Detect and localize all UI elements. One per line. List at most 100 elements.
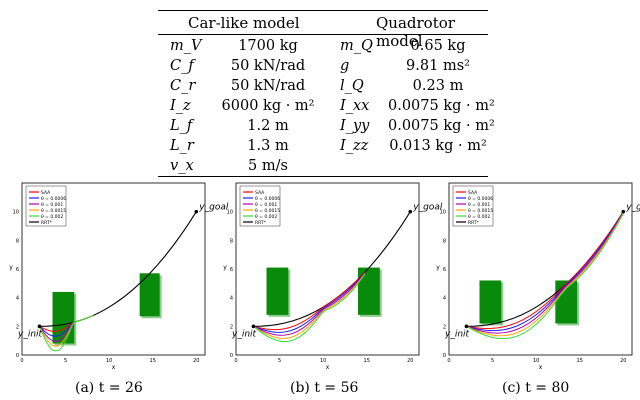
- init-label: y_init: [444, 329, 470, 339]
- table-cell: v_x: [170, 158, 194, 174]
- table-cell: C_r: [170, 78, 196, 94]
- table-top-rule: [158, 10, 488, 11]
- table-cell: L_r: [170, 138, 194, 154]
- obstacle: [266, 267, 289, 315]
- table-cell: 1.3 m: [247, 138, 289, 154]
- x-tick-label: 20: [620, 358, 626, 364]
- table-cell: 0.0075 kg · m²: [388, 98, 495, 114]
- legend-entry: θ = 0.0015: [468, 208, 493, 214]
- y-tick-label: 4: [443, 296, 446, 302]
- x-tick-label: 15: [364, 358, 370, 364]
- header-quadrotor: Quadrotor model: [376, 14, 455, 50]
- x-tick-label: 5: [64, 358, 67, 364]
- start-marker: [251, 324, 256, 329]
- table-cell: m_V: [170, 38, 202, 54]
- obstacle: [358, 267, 380, 315]
- y-axis-label: y: [9, 264, 13, 271]
- goal-label: y_goal: [625, 203, 640, 213]
- table-cell: g: [340, 58, 350, 74]
- legend-entry: SAA: [41, 190, 51, 196]
- x-tick-label: 10: [106, 358, 112, 364]
- table-cell: L_f: [170, 118, 193, 134]
- table-row: C_f 50 kN/rad g 9.81 ms²: [158, 58, 488, 80]
- x-tick-label: 0: [20, 358, 23, 364]
- trajectory-line: [466, 213, 624, 340]
- trajectory-line: [466, 211, 624, 330]
- y-tick-label: 4: [230, 296, 233, 302]
- y-tick-label: 4: [16, 296, 19, 302]
- init-label: y_init: [17, 329, 43, 339]
- legend-entry: RRT*: [41, 220, 53, 226]
- y-tick-label: 2: [230, 324, 233, 330]
- y-tick-label: 6: [443, 267, 446, 273]
- y-tick-label: 0: [16, 353, 19, 359]
- y-tick-label: 10: [13, 210, 19, 216]
- init-label: y_init: [231, 329, 257, 339]
- x-tick-label: 10: [533, 358, 539, 364]
- table-cell: 0.23 m: [412, 78, 464, 94]
- obstacle: [479, 280, 502, 324]
- y-tick-label: 2: [443, 324, 446, 330]
- x-tick-label: 5: [278, 358, 281, 364]
- table-row: m_V 1700 kg m_Q 0.65 kg: [158, 38, 488, 60]
- x-tick-label: 0: [234, 358, 237, 364]
- legend-entry: θ = 0.002: [468, 214, 490, 220]
- x-axis-label: x: [326, 364, 330, 371]
- y-tick-label: 10: [227, 210, 233, 216]
- table-cell: l_Q: [340, 78, 364, 94]
- legend-entry: θ = 0.0015: [41, 208, 66, 214]
- legend-entry: SAA: [468, 190, 478, 196]
- caption-c: (c) t = 80: [502, 380, 570, 396]
- legend-entry: θ = 0.002: [41, 214, 63, 220]
- start-marker: [464, 324, 469, 329]
- trajectory-line: [253, 271, 366, 331]
- table-cell: 50 kN/rad: [230, 78, 306, 94]
- start-marker: [37, 324, 42, 329]
- goal-label: y_goal: [198, 203, 229, 213]
- table-cell: I_zz: [340, 138, 369, 154]
- legend-entry: θ = 0.0006: [41, 196, 66, 202]
- trajectory-line: [253, 272, 366, 333]
- y-tick-label: 6: [230, 267, 233, 273]
- table-bottom-rule: [158, 176, 488, 177]
- table-cell: I_yy: [340, 118, 370, 134]
- legend-entry: SAA: [255, 190, 265, 196]
- legend-entry: RRT*: [255, 220, 267, 226]
- x-tick-label: 0: [447, 358, 450, 364]
- table-cell: 1.2 m: [247, 118, 289, 134]
- table-row: C_r 50 kN/rad l_Q 0.23 m: [158, 78, 488, 100]
- legend-entry: θ = 0.002: [255, 214, 277, 220]
- goal-marker: [408, 209, 413, 214]
- y-axis-label: y: [223, 264, 227, 271]
- trajectory-line: [466, 212, 624, 337]
- y-tick-label: 6: [16, 267, 19, 273]
- table-row: L_r 1.3 m I_zz 0.013 kg · m²: [158, 138, 488, 160]
- y-tick-label: 8: [230, 238, 233, 244]
- x-tick-label: 15: [577, 358, 583, 364]
- table-cell: 6000 kg · m²: [221, 98, 315, 114]
- goal-label: y_goal: [412, 203, 443, 213]
- legend-entry: RRT*: [468, 220, 480, 226]
- x-tick-label: 15: [150, 358, 156, 364]
- y-tick-label: 0: [230, 353, 233, 359]
- table-cell: 50 kN/rad: [230, 58, 306, 74]
- y-axis-label: y: [436, 264, 440, 271]
- obstacle: [139, 273, 160, 317]
- table-cell: 9.81 ms²: [406, 58, 470, 74]
- legend-entry: θ = 0.001: [255, 202, 277, 208]
- table-cell: 0.65 kg: [410, 38, 466, 54]
- rrt-path: [39, 211, 197, 327]
- caption-a: (a) t = 26: [75, 380, 143, 396]
- table-header-rule: [158, 34, 488, 35]
- table-cell: 0.0075 kg · m²: [388, 118, 495, 134]
- legend-entry: θ = 0.0006: [255, 196, 280, 202]
- x-tick-label: 10: [320, 358, 326, 364]
- trajectory-line: [38, 314, 94, 352]
- table-cell: I_z: [170, 98, 191, 114]
- x-axis-label: x: [112, 364, 116, 371]
